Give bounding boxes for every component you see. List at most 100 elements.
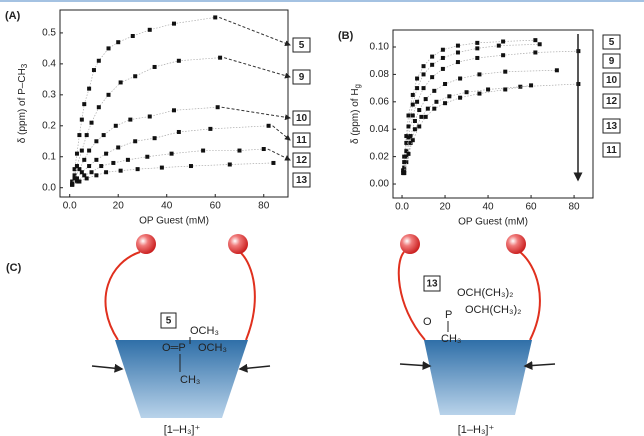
data-point [404,140,409,145]
trend-line [403,50,579,168]
data-point [74,151,79,156]
data-point [533,38,538,43]
data-point [410,113,415,118]
legend-label: 13 [606,121,618,132]
group: OCH(CH₃)₂ [457,287,513,299]
data-point [91,68,96,73]
data-point [404,134,409,139]
y-tick-label: 0.5 [42,28,56,39]
data-point [419,114,424,119]
data-point [425,106,430,111]
y-tick-label: 0.4 [42,59,56,70]
legend-box [292,152,311,168]
arrow [238,363,271,373]
x-tick-label: 40 [161,201,173,212]
plot-frame [59,9,289,198]
x-tick-label: 80 [569,202,581,213]
data-point [82,173,87,178]
panel-label: (B) [338,30,354,42]
data-point [443,101,448,106]
data-point [408,140,413,145]
data-point [430,62,435,67]
data-point [417,124,422,129]
data-point [145,154,150,159]
data-point [475,40,480,45]
data-point [84,133,89,138]
trend-line [71,148,264,185]
data-point [94,139,99,144]
data-point [475,55,480,60]
legend-box [602,34,621,50]
y-tick-label: 0.06 [370,96,390,107]
data-point [501,39,506,44]
data-point [72,176,77,181]
data-point [94,173,99,178]
data-point [172,108,176,113]
data-point [432,106,437,111]
data-point [82,102,87,107]
data-point [77,179,82,184]
leader-arrow [223,57,291,79]
leader-arrow [272,125,291,141]
legend-box [292,37,311,53]
data-point [406,113,411,118]
core: O═P [162,342,186,354]
data-point [537,42,542,47]
data-point [208,126,213,131]
data-point [271,160,276,165]
data-point [237,148,242,153]
data-point [410,92,415,97]
legend-box [602,53,621,69]
data-point [477,91,482,96]
data-point [518,84,523,89]
data-point [82,157,87,162]
data-point [501,53,506,58]
leader-arrow [221,106,291,121]
arm [104,251,141,341]
data-point [434,99,439,104]
trend-line [403,69,557,171]
legend-label: 9 [299,72,305,83]
data-point [188,164,193,169]
basket [424,340,532,415]
legend-label: 10 [296,113,308,124]
x-axis-label: OP Guest (mM) [139,216,209,227]
data-point [70,182,75,187]
arrow [91,363,124,373]
data-point [477,72,482,77]
arm [519,251,541,341]
legend-label: 10 [606,75,618,86]
data-point [77,167,82,172]
trend-line [403,85,532,174]
x-tick-label: 0.0 [395,202,409,213]
data-point [410,102,415,107]
data-point [118,80,123,85]
label-box [160,312,177,329]
x-tick-label: 0.0 [63,201,77,212]
y-axis-label-main: δ (ppm) of H [350,88,361,144]
data-point [464,90,469,95]
data-point [529,83,534,88]
data-point [261,147,266,152]
data-point [96,105,101,110]
data-point [152,136,157,141]
data-point [421,72,426,77]
data-point [447,94,452,99]
data-point [408,134,413,139]
left-complex: 5 OCH₃ O═P OCH₃ CH₃ [1–H₃]⁺ [91,234,271,436]
legend-label: 11 [296,135,307,146]
y-tick-label: 0.1 [42,151,56,162]
data-point [169,151,174,156]
data-point [423,97,428,102]
data-point [99,164,104,169]
trend-line [71,106,218,185]
x-tick-label: 40 [482,202,494,213]
y-tick-label: 0.0 [42,182,56,193]
basket [115,340,248,418]
x-tick-label: 60 [526,202,538,213]
data-point [133,74,138,79]
y-tick-label: 0.2 [42,120,56,131]
y-tick-label: 0.08 [370,69,390,80]
x-tick-label: 80 [258,201,270,212]
y-axis-label-main: δ (ppm) of P–CH [17,68,28,143]
